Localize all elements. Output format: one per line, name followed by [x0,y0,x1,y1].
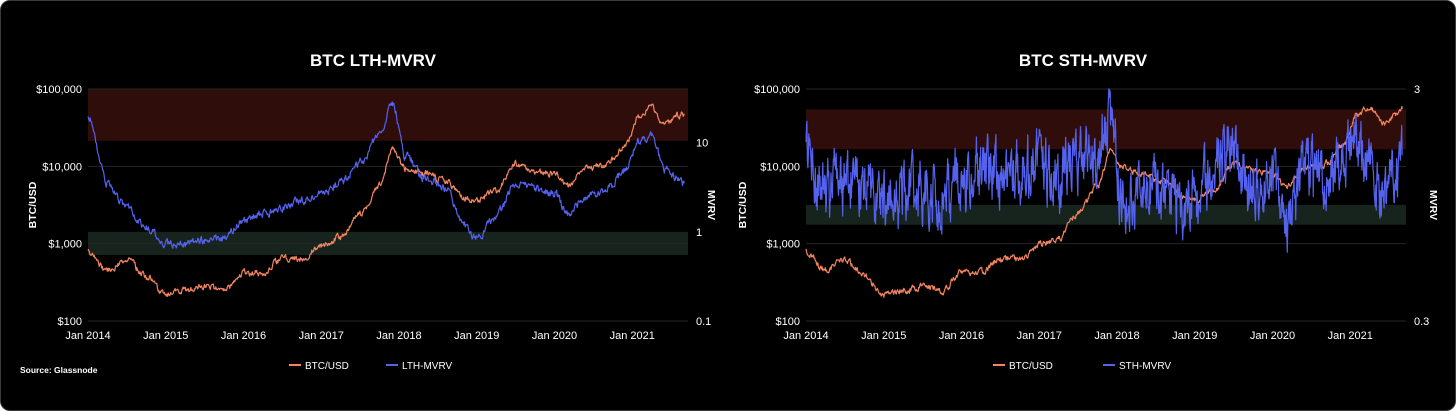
x-tick: Jan 2016 [221,330,266,342]
series-line-btc-usd [87,103,685,297]
chart-title: BTC STH-MVRV [1019,51,1148,70]
x-tick: Jan 2019 [454,330,499,342]
x-tick: Jan 2016 [939,330,984,342]
lth-mvrv-chart: BTC LTH-MVRV $100 $1,000 $10,000 $100,000 0… [20,51,717,375]
x-tick: Jan 2014 [783,330,828,342]
legend-label-btc: BTC/USD [305,361,349,372]
y-tick-left: $100 [58,316,82,328]
band-high [88,89,688,141]
x-tick: Jan 2014 [65,330,110,342]
source-note: Source: Glassnode [20,365,98,375]
x-tick: Jan 2021 [1328,330,1373,342]
y-tick-right: 10 [696,138,708,150]
y-tick-right: 1 [696,227,702,239]
legend-label-btc: BTC/USD [1009,361,1053,372]
y-tick-right: 0.1 [696,316,711,328]
y-axis-label-left: BTC/USD [737,181,749,228]
y-tick-left: $100 [776,316,800,328]
legend-label-lth: LTH-MVRV [402,361,453,372]
x-tick: Jan 2020 [1250,330,1295,342]
y-tick-left: $10,000 [760,161,800,173]
y-axis-label-right: MVRV [1427,190,1439,220]
series-line-sth-mvrv [805,88,1403,253]
sth-mvrv-chart: BTC STH-MVRV $100 $1,000 $10,000 $100,000 0… [737,51,1439,372]
y-axis-label-right: MVRV [705,190,717,220]
x-tick: Jan 2015 [861,330,906,342]
x-tick: Jan 2015 [143,330,188,342]
x-tick: Jan 2021 [610,330,655,342]
y-tick-right: 0.3 [1414,316,1429,328]
x-tick: Jan 2019 [1172,330,1217,342]
x-tick: Jan 2017 [299,330,344,342]
y-tick-left: $100,000 [36,84,82,96]
y-tick-left: $10,000 [42,161,82,173]
x-tick: Jan 2018 [1094,330,1139,342]
y-tick-left: $100,000 [754,84,800,96]
legend: BTC/USD LTH-MVRV [289,361,453,372]
x-tick: Jan 2017 [1017,330,1062,342]
legend: BTC/USD STH-MVRV [993,361,1171,372]
x-tick: Jan 2020 [532,330,577,342]
y-tick-left: $1,000 [48,239,82,251]
y-tick-right: 3 [1414,84,1420,96]
y-tick-left: $1,000 [766,239,800,251]
series-line-lth-mvrv [87,101,685,249]
chart-title: BTC LTH-MVRV [310,51,437,70]
legend-label-sth: STH-MVRV [1119,361,1171,372]
x-tick: Jan 2018 [376,330,421,342]
y-axis-label-left: BTC/USD [27,181,39,228]
